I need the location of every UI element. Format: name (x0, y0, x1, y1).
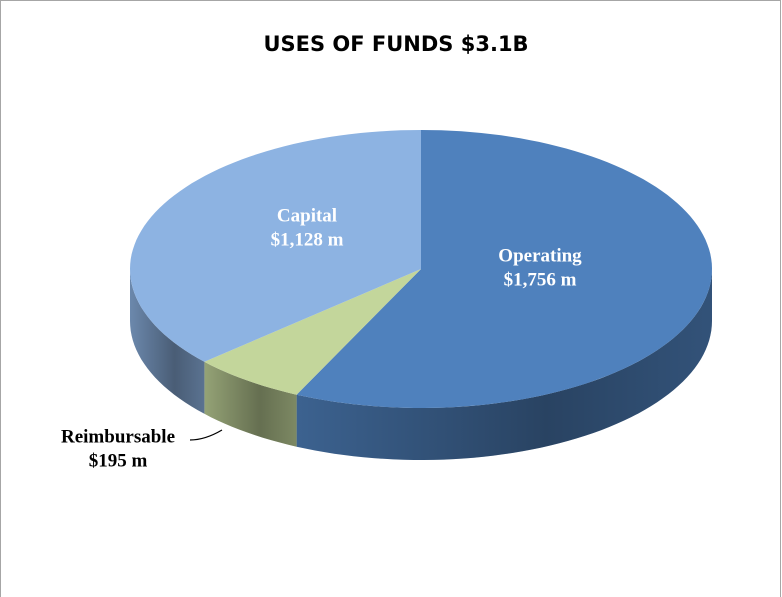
slice (296, 130, 712, 408)
slice-side-shade (204, 361, 297, 447)
slice-label: Reimbursable (61, 426, 175, 447)
labels: Operating $1,756 m Reimbursable $195 m Capit… (61, 205, 582, 471)
slice-value-label: $195 m (89, 450, 148, 471)
chart-title: USES OF FUNDS $3.1B (263, 32, 528, 56)
slice-label: Operating (498, 245, 582, 266)
slice-value-label: $1,756 m (504, 269, 577, 290)
slice (130, 130, 421, 362)
slice-side-shade (130, 269, 205, 414)
slice-value-label: $1,128 m (271, 229, 344, 250)
leader-line (189, 429, 223, 441)
slice-label: Capital (277, 205, 337, 226)
slice-side-shade (296, 269, 712, 460)
pie (130, 130, 712, 460)
slice (204, 269, 421, 395)
